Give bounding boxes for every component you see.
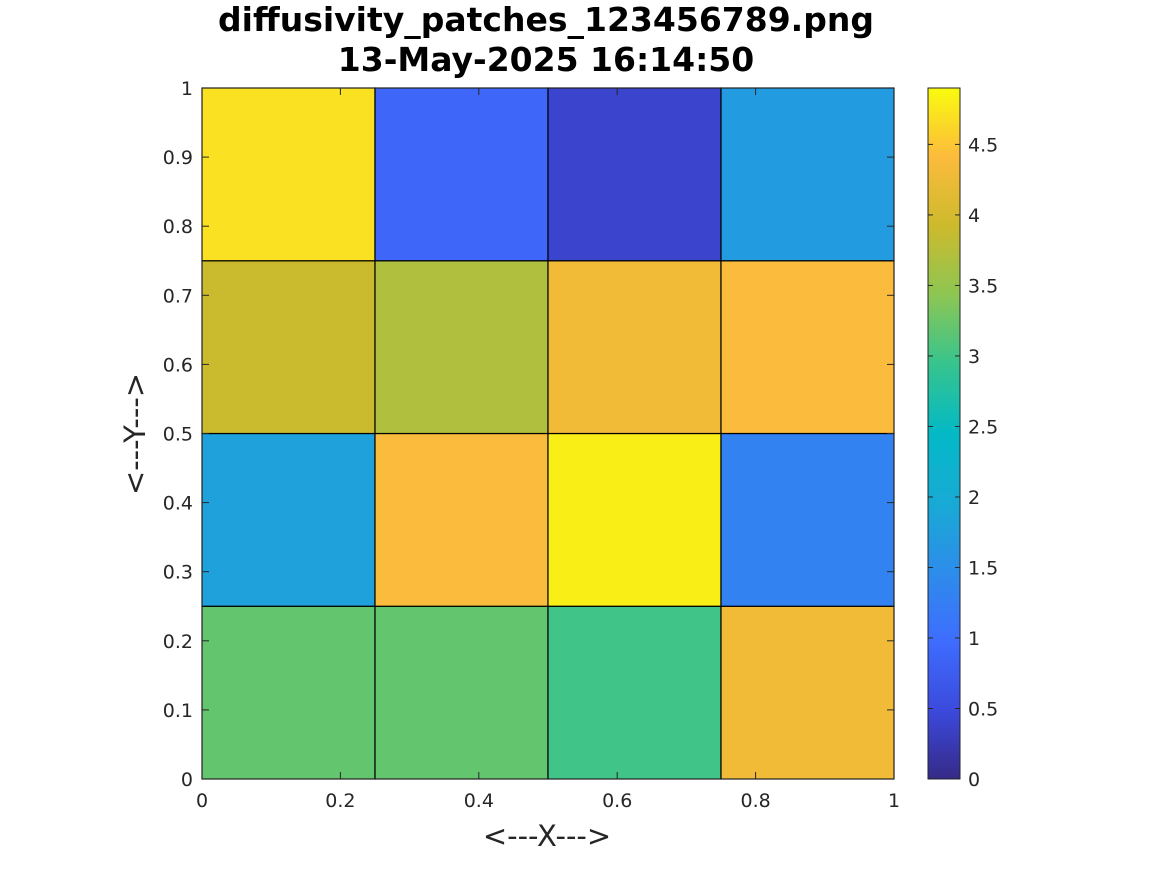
- y-tick-label: 0.8: [163, 216, 193, 238]
- x-axis-label: <---X--->: [483, 819, 611, 853]
- y-tick-label: 0.7: [163, 285, 193, 307]
- heatmap-cell: [374, 87, 549, 262]
- heatmap-cell: [201, 432, 376, 607]
- heatmap-cell: [201, 605, 376, 780]
- colorbar-tick-label: 1: [968, 628, 980, 650]
- heatmap-cell: [201, 260, 376, 435]
- y-tick-label: 0.3: [163, 562, 193, 584]
- heatmap-cell: [720, 87, 895, 262]
- x-tick-label: 0.4: [464, 790, 494, 812]
- y-tick-label: 1: [181, 78, 193, 100]
- y-tick-label: 0.2: [163, 631, 193, 653]
- x-tick-label: 0.2: [325, 790, 355, 812]
- y-tick-label: 0.1: [163, 700, 193, 722]
- heatmap-cell: [547, 260, 722, 435]
- colorbar-tick-label: 2: [968, 487, 980, 509]
- heatmap-cell: [720, 432, 895, 607]
- heatmap-cell: [374, 605, 549, 780]
- colorbar-tick-label: 4: [968, 205, 980, 227]
- x-tick-label: 0.8: [740, 790, 770, 812]
- heatmap-cell: [720, 260, 895, 435]
- y-tick-label: 0.4: [163, 493, 193, 515]
- chart-title-line-1: diffusivity_patches_123456789.png: [218, 0, 874, 39]
- heatmap-cells: [201, 87, 895, 780]
- y-axis-label: <---Y--->: [118, 373, 152, 495]
- heatmap-cell: [547, 432, 722, 607]
- colorbar-tick-label: 0.5: [968, 698, 998, 720]
- colorbar-tick-label: 3.5: [968, 275, 998, 297]
- heatmap-cell: [374, 260, 549, 435]
- y-tick-label: 0.5: [163, 424, 193, 446]
- x-tick-label: 1: [888, 790, 900, 812]
- colorbar-tick-label: 2.5: [968, 416, 998, 438]
- x-tick-label: 0: [196, 790, 208, 812]
- colorbar: 0 0.5 1 1.5 2 2.5 3 3.5 4 4.5: [927, 87, 998, 791]
- colorbar-bar: [927, 87, 961, 780]
- heatmap-cell: [720, 605, 895, 780]
- colorbar-tick-label: 1.5: [968, 557, 998, 579]
- x-tick-label: 0.6: [602, 790, 632, 812]
- y-tick-label: 0.9: [163, 147, 193, 169]
- heatmap-cell: [201, 87, 376, 262]
- chart-title-line-2: 13-May-2025 16:14:50: [338, 40, 754, 79]
- heatmap-cell: [547, 87, 722, 262]
- colorbar-tick-label: 3: [968, 346, 980, 368]
- y-tick-label: 0: [181, 769, 193, 791]
- colorbar-tick-label: 4.5: [968, 134, 998, 156]
- plot-axes: 0 0.2 0.4 0.6 0.8 1 0 0.1 0.2 0.3 0.4 0.5 0.6 0.7 0.8 0…: [163, 78, 900, 812]
- colorbar-tick-label: 0: [968, 769, 980, 791]
- heatmap-cell: [374, 432, 549, 607]
- y-tick-label: 0.6: [163, 354, 193, 376]
- heatmap-cell: [547, 605, 722, 780]
